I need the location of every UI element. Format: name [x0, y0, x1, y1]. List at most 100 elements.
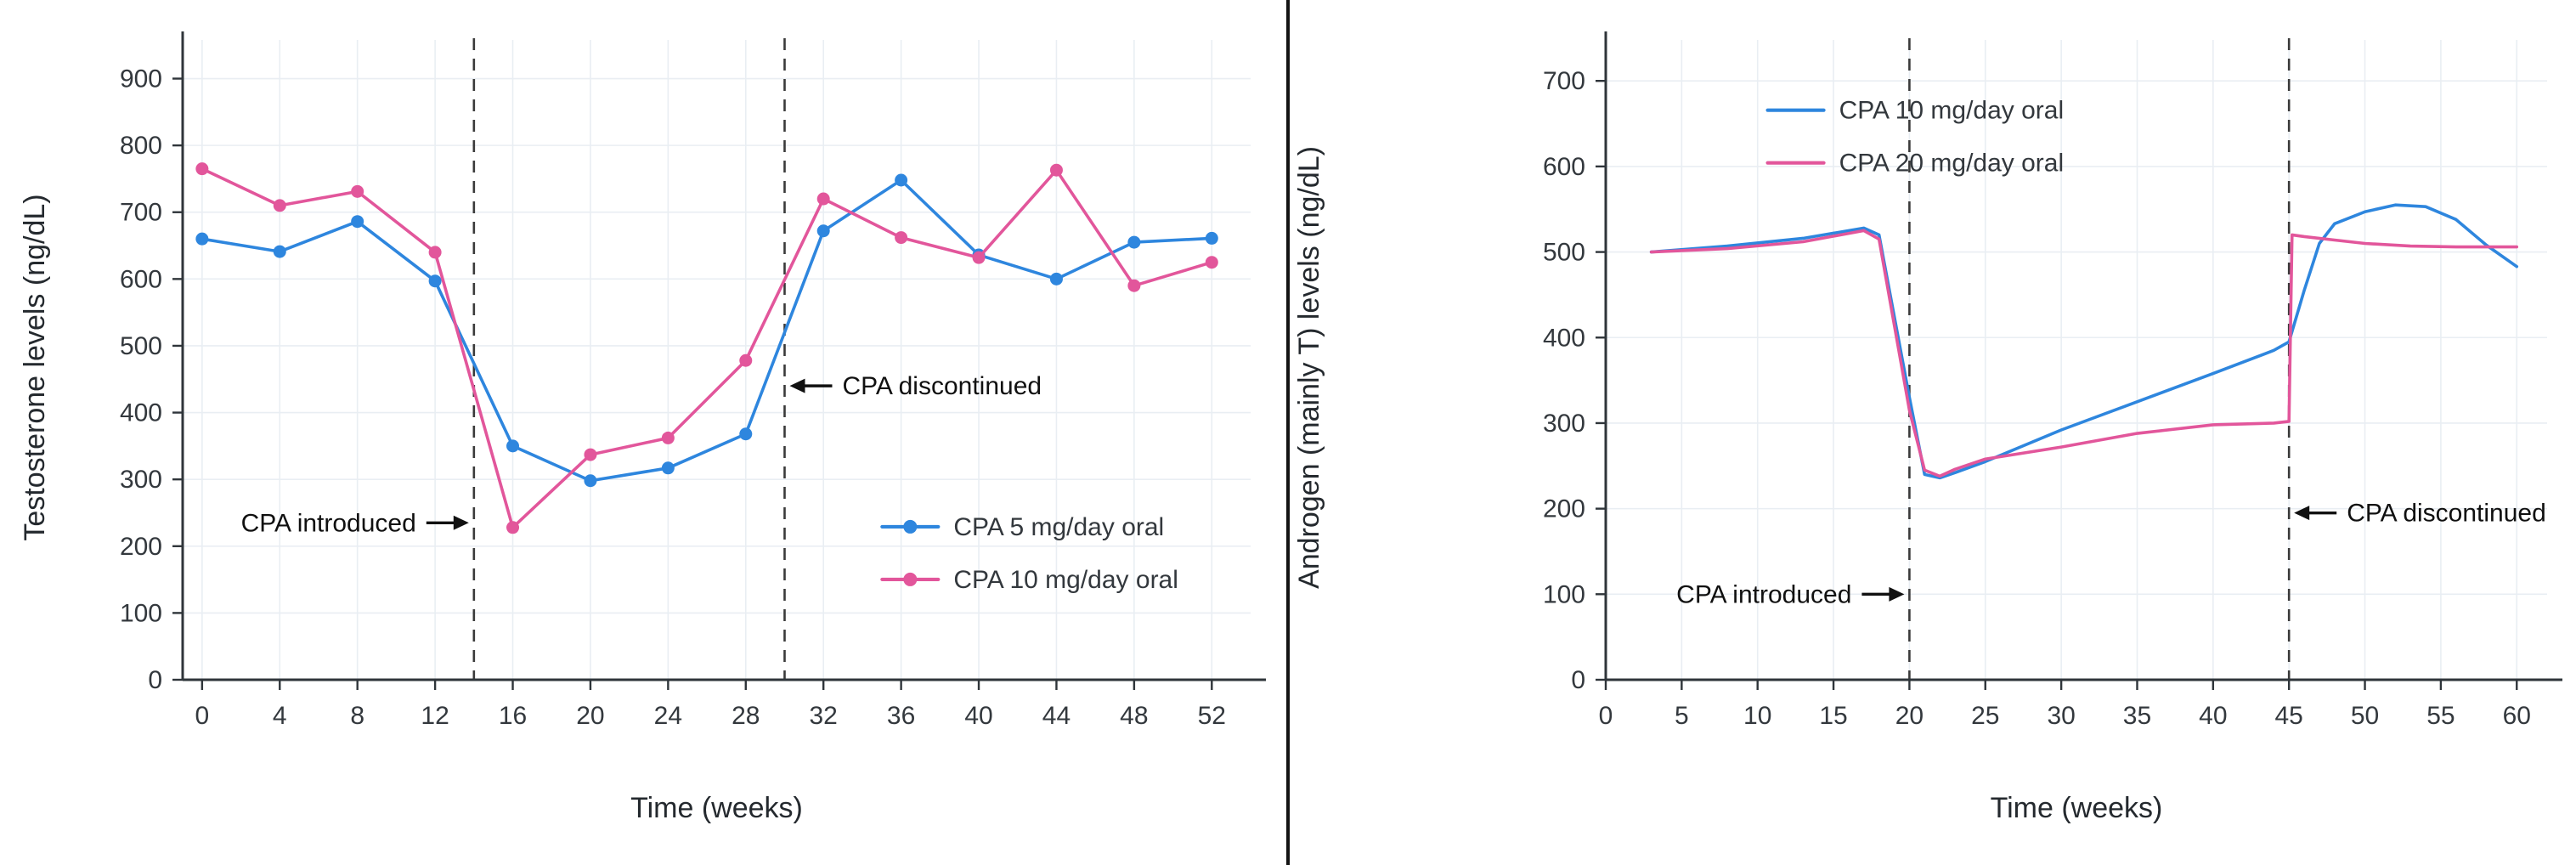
y-tick-label: 500 [120, 332, 162, 360]
legend-label: CPA 20 mg/day oral [1839, 150, 2065, 178]
data-point-marker [661, 461, 675, 475]
data-point-marker [1205, 256, 1218, 269]
data-point-marker [351, 184, 364, 198]
y-tick-label: 300 [120, 466, 162, 494]
data-point-marker [895, 231, 908, 245]
x-tick-label: 24 [654, 702, 682, 730]
y-tick-label: 400 [120, 399, 162, 427]
data-point-marker [1049, 163, 1063, 177]
annotation-arrow-head [2294, 506, 2310, 521]
y-tick-label: 600 [1543, 153, 1585, 181]
x-tick-label: 16 [499, 702, 527, 730]
y-axis-label: Testosterone levels (ng/dL) [19, 194, 51, 540]
x-axis-label: Time (weeks) [1991, 792, 2163, 824]
annotation: CPA introduced [1676, 580, 1905, 608]
data-point-marker [816, 192, 830, 206]
data-point-marker [273, 199, 286, 212]
legend-swatch-marker [903, 572, 918, 586]
x-tick-label: 25 [1971, 702, 1999, 730]
x-tick-label: 50 [2351, 702, 2379, 730]
series-cpa-10-mg-day-oral [195, 162, 1218, 534]
x-tick-label: 10 [1743, 702, 1771, 730]
annotation: CPA discontinued [2294, 500, 2546, 528]
data-point-marker [895, 173, 908, 187]
data-point-marker [1205, 231, 1218, 245]
data-point-marker [428, 246, 442, 259]
axes: 0 4 8 12 16 20 24 28 32 36 40 44 48 52010020030040050… [19, 31, 1266, 824]
data-point-marker [273, 245, 286, 258]
x-tick-label: 52 [1198, 702, 1226, 730]
axes: 0 5 10 15 20 25 30 35 40 45 50 55 600100200300400500… [1293, 31, 2562, 824]
androgen-levels-chart: 0 5 10 15 20 25 30 35 40 45 50 55 600100200300400500… [1293, 31, 2562, 824]
data-point-marker [584, 448, 597, 461]
x-tick-label: 40 [2199, 702, 2227, 730]
x-tick-label: 36 [887, 702, 915, 730]
androgen-chart-panel: 0 5 10 15 20 25 30 35 40 45 50 55 60 0 100 200 300 400 500… [1290, 0, 2576, 865]
y-axis-label: Androgen (mainly T) levels (ng/dL) [1293, 146, 1325, 589]
gridlines [183, 40, 1251, 681]
x-tick-label: 15 [1819, 702, 1847, 730]
y-tick-label: 0 [148, 666, 162, 694]
y-tick-label: 700 [120, 199, 162, 227]
annotation: CPA introduced [241, 509, 469, 537]
x-tick-label: 32 [810, 702, 838, 730]
y-tick-label: 100 [1543, 580, 1585, 608]
annotation-text: CPA introduced [241, 509, 416, 537]
series-line [201, 167, 1214, 529]
data-point-marker [739, 353, 753, 367]
annotation-arrow-head [1889, 586, 1905, 602]
data-point-marker [195, 232, 209, 246]
x-tick-label: 30 [2047, 702, 2075, 730]
panel-divider-line [1286, 0, 1290, 865]
data-point-marker [195, 162, 209, 176]
y-tick-label: 800 [120, 132, 162, 160]
y-tick-label: 300 [1543, 410, 1585, 438]
data-point-marker [1049, 272, 1063, 286]
x-tick-label: 45 [2275, 702, 2303, 730]
legend: CPA 5 mg/day oral CPA 10 mg/day oral [880, 513, 1178, 594]
legend-label: CPA 10 mg/day oral [953, 566, 1178, 594]
y-tick-label: 900 [120, 65, 162, 93]
y-tick-label: 0 [1571, 666, 1585, 694]
annotation: CPA discontinued [789, 372, 1042, 400]
annotation-arrow-head [789, 378, 805, 393]
series-cpa-20-mg-day-oral [1649, 229, 2519, 478]
series-line [1649, 229, 2519, 478]
series-line [201, 178, 1214, 483]
data-point-marker [506, 521, 520, 534]
x-tick-label: 4 [273, 702, 287, 730]
x-tick-label: 0 [195, 702, 210, 730]
data-point-marker [816, 224, 830, 238]
x-tick-label: 40 [964, 702, 992, 730]
x-tick-label: 20 [576, 702, 604, 730]
data-point-marker [739, 427, 753, 441]
series-line [1649, 203, 2519, 480]
data-point-marker [1127, 235, 1141, 249]
data-point-marker [584, 474, 597, 488]
x-tick-label: 8 [350, 702, 364, 730]
legend-swatch-marker [903, 519, 918, 534]
x-tick-label: 35 [2123, 702, 2151, 730]
x-tick-label: 28 [732, 702, 760, 730]
annotation-arrow-head [453, 515, 469, 530]
series-cpa-5-mg-day-oral [195, 173, 1218, 488]
x-tick-label: 5 [1675, 702, 1689, 730]
data-point-marker [428, 274, 442, 288]
x-tick-label: 12 [421, 702, 449, 730]
x-tick-label: 48 [1120, 702, 1148, 730]
x-axis-label: Time (weeks) [630, 792, 803, 824]
annotation-text: CPA discontinued [2347, 500, 2546, 528]
y-tick-label: 400 [1543, 324, 1585, 352]
annotation-text: CPA introduced [1676, 580, 1851, 608]
y-tick-label: 600 [120, 265, 162, 293]
x-tick-label: 55 [2426, 702, 2455, 730]
x-tick-label: 44 [1042, 702, 1071, 730]
data-point-marker [351, 215, 364, 229]
y-tick-label: 200 [120, 533, 162, 561]
y-tick-label: 200 [1543, 495, 1585, 523]
series-cpa-10-mg-day-oral [1649, 203, 2519, 480]
data-point-marker [506, 439, 520, 453]
testosterone-chart-panel: 0 4 8 12 16 20 24 28 32 36 40 44 48 52 0 100 200 300 400 50… [0, 0, 1286, 865]
legend-label: CPA 10 mg/day oral [1839, 97, 2065, 125]
